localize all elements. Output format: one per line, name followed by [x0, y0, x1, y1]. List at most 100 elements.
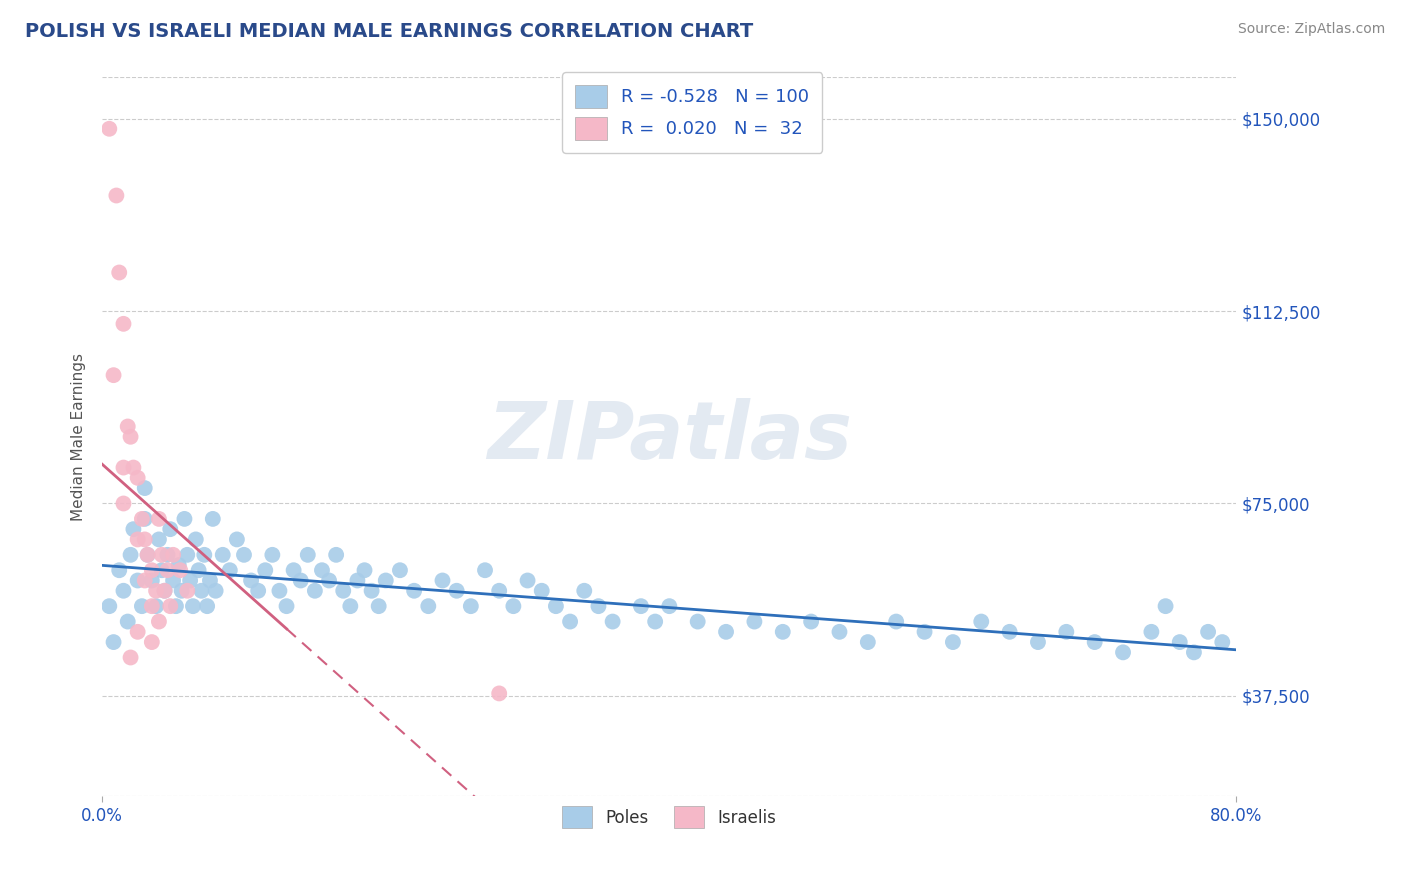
Point — [108, 563, 131, 577]
Point — [290, 574, 312, 588]
Point — [772, 624, 794, 639]
Point — [602, 615, 624, 629]
Point — [127, 574, 149, 588]
Point — [276, 599, 298, 614]
Point — [269, 583, 291, 598]
Point — [856, 635, 879, 649]
Point — [942, 635, 965, 649]
Point — [120, 650, 142, 665]
Point — [658, 599, 681, 614]
Point — [141, 563, 163, 577]
Text: POLISH VS ISRAELI MEDIAN MALE EARNINGS CORRELATION CHART: POLISH VS ISRAELI MEDIAN MALE EARNINGS C… — [25, 22, 754, 41]
Point — [360, 583, 382, 598]
Point — [145, 583, 167, 598]
Point — [148, 615, 170, 629]
Point — [311, 563, 333, 577]
Point — [446, 583, 468, 598]
Point — [122, 522, 145, 536]
Point — [262, 548, 284, 562]
Point — [198, 574, 221, 588]
Point — [127, 533, 149, 547]
Point — [98, 599, 121, 614]
Point — [190, 583, 212, 598]
Point — [254, 563, 277, 577]
Point — [686, 615, 709, 629]
Point — [574, 583, 596, 598]
Point — [744, 615, 766, 629]
Point — [184, 533, 207, 547]
Point — [156, 548, 179, 562]
Point — [112, 583, 135, 598]
Y-axis label: Median Male Earnings: Median Male Earnings — [72, 352, 86, 521]
Point — [141, 635, 163, 649]
Point — [112, 496, 135, 510]
Point — [112, 317, 135, 331]
Point — [432, 574, 454, 588]
Point — [970, 615, 993, 629]
Point — [141, 599, 163, 614]
Point — [176, 548, 198, 562]
Point — [108, 265, 131, 279]
Point — [134, 512, 156, 526]
Text: Source: ZipAtlas.com: Source: ZipAtlas.com — [1237, 22, 1385, 37]
Point — [339, 599, 361, 614]
Point — [225, 533, 247, 547]
Point — [332, 583, 354, 598]
Point — [148, 533, 170, 547]
Point — [502, 599, 524, 614]
Point — [318, 574, 340, 588]
Point — [148, 512, 170, 526]
Point — [112, 460, 135, 475]
Legend: Poles, Israelis: Poles, Israelis — [555, 800, 783, 835]
Point — [134, 481, 156, 495]
Point — [127, 624, 149, 639]
Point — [131, 512, 153, 526]
Point — [283, 563, 305, 577]
Point — [460, 599, 482, 614]
Point — [156, 563, 179, 577]
Point — [297, 548, 319, 562]
Point — [193, 548, 215, 562]
Point — [1211, 635, 1233, 649]
Point — [103, 368, 125, 383]
Point — [247, 583, 270, 598]
Point — [134, 533, 156, 547]
Point — [474, 563, 496, 577]
Point — [346, 574, 368, 588]
Point — [98, 121, 121, 136]
Point — [159, 522, 181, 536]
Point — [127, 471, 149, 485]
Point — [304, 583, 326, 598]
Point — [644, 615, 666, 629]
Point — [117, 615, 139, 629]
Point — [1026, 635, 1049, 649]
Point — [233, 548, 256, 562]
Point — [1154, 599, 1177, 614]
Point — [150, 563, 173, 577]
Point — [488, 583, 510, 598]
Point — [325, 548, 347, 562]
Point — [150, 548, 173, 562]
Point — [153, 583, 176, 598]
Point — [162, 574, 184, 588]
Point — [404, 583, 426, 598]
Point — [122, 460, 145, 475]
Point — [117, 419, 139, 434]
Point — [800, 615, 823, 629]
Point — [103, 635, 125, 649]
Point — [914, 624, 936, 639]
Point — [367, 599, 389, 614]
Point — [218, 563, 240, 577]
Point — [1140, 624, 1163, 639]
Point — [544, 599, 567, 614]
Point — [131, 599, 153, 614]
Point — [530, 583, 553, 598]
Point — [169, 563, 191, 577]
Point — [630, 599, 652, 614]
Point — [211, 548, 233, 562]
Point — [173, 512, 195, 526]
Point — [105, 188, 128, 202]
Point — [204, 583, 226, 598]
Point — [134, 574, 156, 588]
Point — [588, 599, 610, 614]
